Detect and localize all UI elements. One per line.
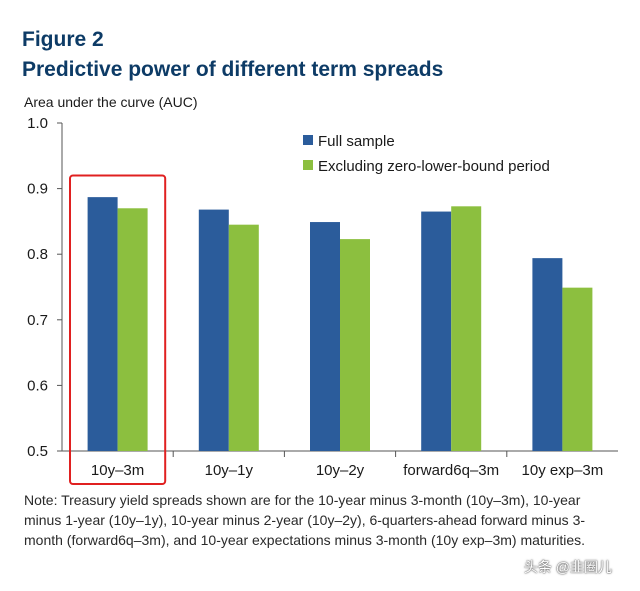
x-tick-label-0: 10y–3m — [91, 462, 144, 479]
bar-excluding-zlb-2 — [340, 239, 370, 451]
bar-full-sample-0 — [87, 197, 118, 451]
highlight-box — [69, 174, 167, 485]
chart-note: Note: Treasury yield spreads shown are f… — [24, 492, 586, 548]
bar-full-sample-3 — [421, 211, 452, 451]
legend-label-0: Full sample — [318, 133, 395, 150]
bar-excluding-zlb-1 — [228, 224, 259, 451]
bar-excluding-zlb-3 — [451, 206, 482, 451]
y-tick-label-4: 0.9 — [27, 181, 48, 198]
y-tick-label-0: 0.5 — [27, 443, 48, 460]
legend-swatch-0 — [303, 135, 313, 145]
y-axis-label: Area under the curve (AUC) — [24, 94, 198, 110]
bar-excluding-zlb-4 — [562, 287, 593, 451]
y-tick-label-5: 1.0 — [27, 115, 48, 132]
y-tick-label-3: 0.8 — [27, 246, 48, 263]
bar-full-sample-2 — [310, 222, 340, 451]
legend-swatch-1 — [303, 160, 313, 170]
bar-excluding-zlb-0 — [117, 208, 148, 451]
y-tick-label-1: 0.6 — [27, 377, 48, 394]
figure-label: Figure 2 — [22, 28, 104, 51]
legend-label-1: Excluding zero-lower-bound period — [318, 158, 550, 175]
chart-title: Predictive power of different term sprea… — [22, 58, 444, 81]
x-tick-label-4: 10y exp–3m — [522, 462, 604, 479]
watermark: 头条 @韭圈儿 — [523, 559, 612, 575]
bar-full-sample-4 — [532, 258, 563, 451]
bar-full-sample-1 — [198, 209, 229, 451]
x-tick-label-3: forward6q–3m — [403, 462, 499, 479]
x-tick-label-2: 10y–2y — [316, 462, 365, 479]
x-tick-label-1: 10y–1y — [205, 462, 254, 479]
y-tick-label-2: 0.7 — [27, 312, 48, 329]
